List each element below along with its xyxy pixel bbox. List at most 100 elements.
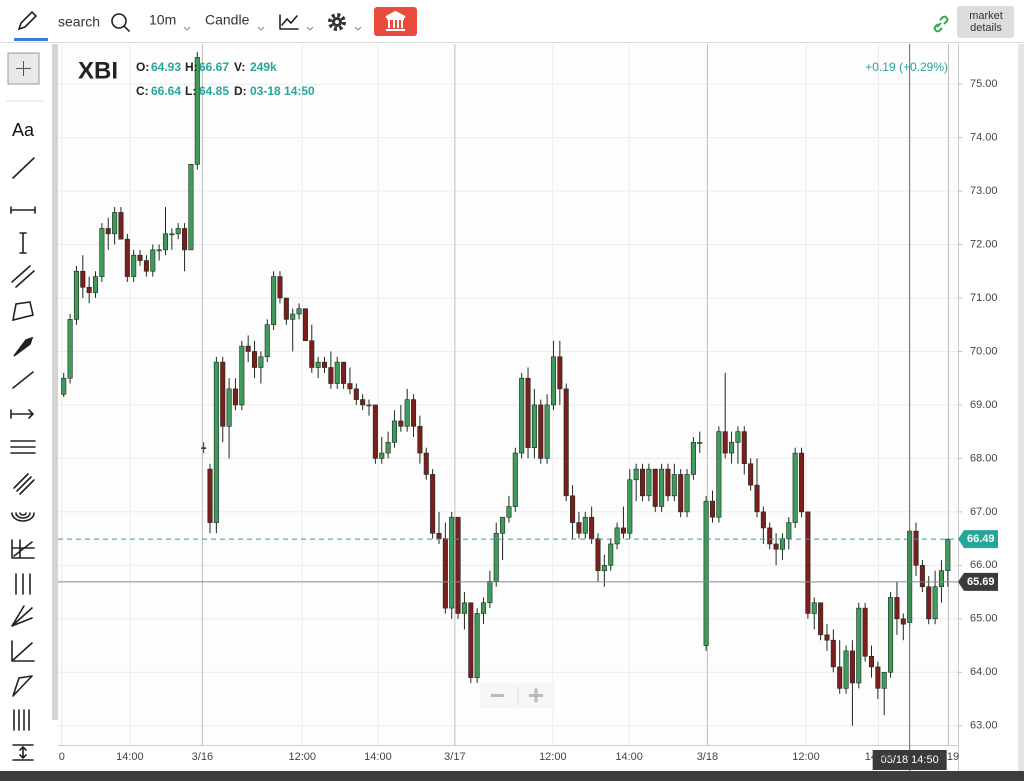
y-tick-label: 71.00 (970, 292, 998, 304)
candle-body (697, 442, 703, 444)
candle-body (678, 474, 684, 513)
candle-body (938, 570, 944, 588)
cycle-tool[interactable] (15, 573, 31, 595)
candle-body (589, 516, 595, 539)
y-tick-label: 66.00 (970, 559, 998, 571)
candle-body (86, 286, 92, 293)
fan-tool[interactable] (11, 605, 33, 627)
pencil-icon (17, 10, 38, 31)
change-label: +0.19 (+0.29%) (865, 60, 948, 74)
crosshair-price-tag (958, 572, 998, 591)
candle-body (709, 500, 716, 518)
link-button[interactable] (933, 15, 949, 33)
candle-body (188, 164, 194, 251)
studies-menu[interactable] (279, 14, 314, 31)
candle-body (538, 404, 544, 459)
field-label: D: (234, 84, 247, 98)
field-value: 64.93 (151, 60, 181, 74)
y-tick-label: 75.00 (970, 78, 998, 90)
field-label: V: (234, 60, 245, 74)
candle-body (67, 319, 73, 379)
text-tool[interactable]: Aa (12, 120, 35, 140)
fib-tool[interactable] (10, 440, 36, 454)
search-box[interactable]: search (58, 13, 130, 32)
elliott-tool[interactable] (12, 675, 33, 697)
time-cycles-tool[interactable] (13, 709, 30, 731)
candle-body (423, 452, 429, 475)
candle-body (232, 388, 238, 406)
settings-menu[interactable] (328, 13, 362, 31)
candle-body (799, 452, 805, 513)
candle-body (582, 516, 588, 534)
candle-body (391, 420, 397, 443)
candle-body (690, 442, 696, 475)
polygon-tool[interactable] (11, 301, 34, 322)
candle-body (868, 655, 875, 668)
candle-body (264, 324, 270, 358)
candle-body (404, 399, 410, 427)
crosshair-tool[interactable] (7, 52, 40, 85)
vertical-segment-tool[interactable] (19, 232, 27, 254)
range-tool[interactable] (12, 744, 34, 761)
candle-body (525, 377, 531, 449)
gear-hole (335, 20, 339, 24)
studies-icon (279, 14, 299, 30)
last-price-label: 66.49 (967, 533, 995, 545)
candle-body (818, 602, 824, 636)
y-tick-label: 70.00 (970, 345, 998, 357)
horizontal-segment-tool[interactable] (10, 206, 36, 214)
chart-style-menu[interactable]: Candle (205, 12, 265, 31)
field-value: 249k (250, 60, 277, 74)
gann-tool[interactable] (11, 539, 35, 559)
candle-body (321, 361, 328, 368)
candle-body (735, 431, 741, 443)
candle-body (557, 356, 563, 390)
crosshair-price-label: 65.69 (967, 576, 995, 588)
line-tool[interactable] (12, 157, 35, 179)
candle-body (544, 404, 550, 459)
x-tick-label: 14:00 (116, 751, 144, 763)
candle-body (900, 618, 906, 625)
brush-tool[interactable] (13, 336, 34, 357)
x-tick-label: 14:00 (865, 751, 893, 763)
draw-button[interactable] (14, 10, 48, 41)
candle-body (748, 463, 754, 486)
candle-body (258, 356, 264, 368)
candle-body (506, 506, 512, 518)
speed-tool[interactable] (11, 640, 35, 662)
chevron (354, 26, 362, 31)
scrollbar-thumb[interactable] (52, 44, 58, 720)
candle-body (302, 308, 308, 342)
measure-tool[interactable] (10, 409, 35, 419)
candle-body (671, 474, 677, 497)
candle-body (480, 602, 487, 614)
candle-body (550, 356, 557, 406)
y-tick-label: 73.00 (970, 185, 998, 197)
top-toolbar (0, 0, 1024, 42)
candle-body (61, 377, 67, 395)
interval-menu[interactable]: 10m (149, 12, 191, 31)
candle-body (888, 597, 894, 673)
zoom-in[interactable] (529, 688, 543, 703)
candle-body (417, 426, 423, 454)
x-tick-label: 12:00 (288, 751, 316, 763)
pattern-tool[interactable] (13, 473, 35, 495)
candle-body (843, 650, 849, 689)
channel-tool[interactable] (11, 265, 35, 288)
market-details-button[interactable]: market details (957, 6, 1014, 38)
ray-tool[interactable] (12, 371, 34, 389)
candle-body (93, 276, 99, 293)
candle-body (729, 442, 735, 454)
candle-body (252, 351, 258, 368)
bank-button[interactable] (374, 7, 417, 36)
candle-body (461, 602, 467, 614)
candle-body (398, 420, 404, 427)
candle-body (175, 228, 181, 235)
bottom-strip (0, 771, 1024, 781)
y-tick-label: 67.00 (970, 506, 998, 518)
candle-body (379, 452, 385, 459)
field-label: O: (136, 60, 149, 74)
candle-body (124, 238, 130, 277)
arc-tool[interactable] (11, 512, 35, 522)
y-tick-label: 68.00 (970, 452, 998, 464)
